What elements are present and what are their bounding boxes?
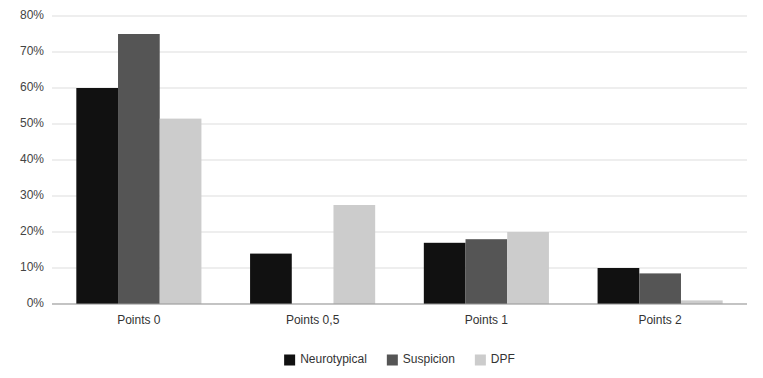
x-axis-line bbox=[52, 304, 747, 305]
bar bbox=[118, 34, 160, 304]
legend-item: DPF bbox=[475, 352, 515, 366]
grid-line bbox=[52, 16, 747, 17]
bar bbox=[250, 254, 292, 304]
legend: Neurotypical Suspicion DPF bbox=[284, 352, 515, 366]
x-tick-label: Points 2 bbox=[638, 313, 682, 327]
bar bbox=[639, 273, 681, 304]
bar bbox=[333, 205, 375, 304]
bar bbox=[160, 119, 202, 304]
bar bbox=[507, 232, 549, 304]
bars bbox=[76, 34, 722, 304]
y-tick-label: 30% bbox=[20, 188, 44, 202]
legend-swatch bbox=[284, 355, 295, 366]
y-tick-label: 0% bbox=[27, 296, 45, 310]
x-tick-label: Points 0 bbox=[117, 313, 161, 327]
x-tick-label: Points 0,5 bbox=[286, 313, 340, 327]
bar bbox=[466, 239, 508, 304]
chart-container: 0%10%20%30%40%50%60%70%80%Points 0Points… bbox=[0, 0, 763, 378]
bar bbox=[681, 300, 723, 304]
legend-item: Suspicion bbox=[387, 352, 455, 366]
y-tick-label: 40% bbox=[20, 152, 44, 166]
y-tick-label: 10% bbox=[20, 260, 44, 274]
legend-swatch bbox=[387, 355, 398, 366]
legend-label: DPF bbox=[491, 352, 515, 366]
y-tick-label: 50% bbox=[20, 116, 44, 130]
y-axis: 0% 10% 20% 30% 40% 50% 60% 70% 80% bbox=[20, 8, 44, 310]
chart: 0%10%20%30%40%50%60%70%80%Points 0Points… bbox=[0, 0, 763, 378]
y-tick-label: 20% bbox=[20, 224, 44, 238]
y-tick-label: 60% bbox=[20, 80, 44, 94]
legend-swatch bbox=[475, 355, 486, 366]
y-tick-label: 70% bbox=[20, 44, 44, 58]
bar bbox=[598, 268, 640, 304]
x-tick-label: Points 1 bbox=[465, 313, 509, 327]
legend-item: Neurotypical bbox=[284, 352, 367, 366]
x-axis: Points 0 Points 0,5 Points 1 Points 2 bbox=[52, 304, 747, 327]
bar bbox=[76, 88, 118, 304]
y-tick-label: 80% bbox=[20, 8, 44, 22]
legend-label: Suspicion bbox=[403, 352, 455, 366]
grid-line bbox=[52, 304, 747, 305]
grid bbox=[52, 16, 747, 304]
bar bbox=[424, 243, 466, 304]
legend-label: Neurotypical bbox=[300, 352, 367, 366]
